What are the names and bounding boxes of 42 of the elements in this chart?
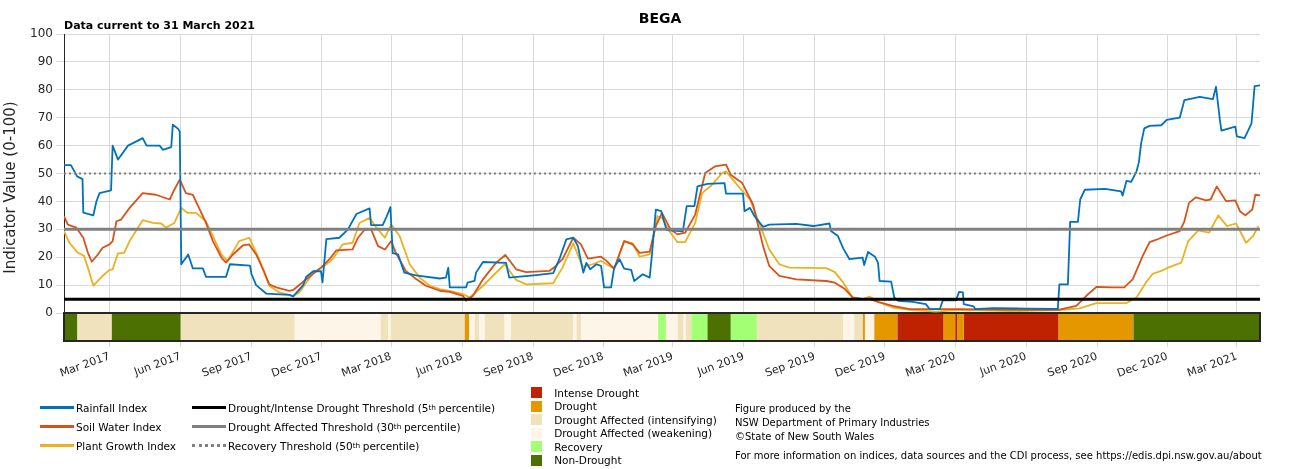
y-tick-label: 60 [37, 137, 53, 152]
x-tick-label: Dec 2020 [1115, 349, 1170, 380]
y-tick-label: 0 [45, 305, 53, 320]
y-tick-label: 70 [37, 109, 53, 124]
legend-label: Soil Water Index [75, 419, 163, 435]
x-tick-label: Dec 2017 [269, 349, 324, 380]
legend-label: Drought Affected (weakening) [553, 426, 714, 440]
x-tick-label: Dec 2018 [551, 349, 606, 380]
x-tick-label: Jun 2017 [131, 349, 183, 379]
x-tick-label: Sep 2018 [481, 349, 536, 380]
x-tick-label: Mar 2019 [621, 349, 675, 380]
x-tick-label: Dec 2019 [832, 349, 887, 380]
legend-label: Recovery [553, 440, 604, 454]
x-tick-label: Jun 2020 [977, 349, 1029, 379]
chart-title: BEGA [638, 10, 682, 26]
x-tick-label: Sep 2019 [763, 349, 817, 380]
x-tick-label: Mar 2021 [1185, 349, 1239, 380]
y-tick-label: 20 [37, 249, 53, 264]
text: For more information on indices, data sources and the CDI process, see https://edis.dpi.nsw.gov.au/about [735, 450, 1262, 461]
x-tick-label: Mar 2017 [57, 349, 112, 380]
x-tick-label: Sep 2017 [199, 349, 254, 380]
legend-label: Non-Drought [553, 453, 623, 467]
legend-label: Rainfall Index [75, 400, 149, 416]
y-tick-label: 40 [37, 193, 53, 208]
x-tick-label: Jun 2018 [413, 349, 465, 379]
x-tick-label: Mar 2018 [339, 349, 394, 380]
legend-label: Drought Affected (intensifying) [553, 413, 717, 427]
x-tick-label: Jun 2019 [694, 349, 746, 379]
y-tick-label: 30 [37, 221, 53, 236]
y-axis-title: Indicator Value (0-100) [0, 101, 19, 274]
y-tick-label: 100 [30, 26, 53, 41]
y-tick-label: 50 [37, 165, 53, 180]
legend-label: Plant Growth Index [75, 438, 177, 454]
legend-label: Intense Drought [553, 386, 641, 400]
y-tick-label: 10 [37, 277, 53, 292]
text: Data current to 31 March 2021 [64, 19, 256, 32]
x-tick-label: Sep 2020 [1045, 349, 1100, 380]
x-tick-label: Mar 2020 [903, 349, 958, 380]
y-tick-label: 80 [37, 81, 53, 96]
text: Figure produced by the NSW Department of Primary Industries ©State of New South Wales [735, 402, 930, 444]
legend-label: Drought [553, 399, 598, 413]
y-tick-label: 90 [37, 54, 53, 69]
